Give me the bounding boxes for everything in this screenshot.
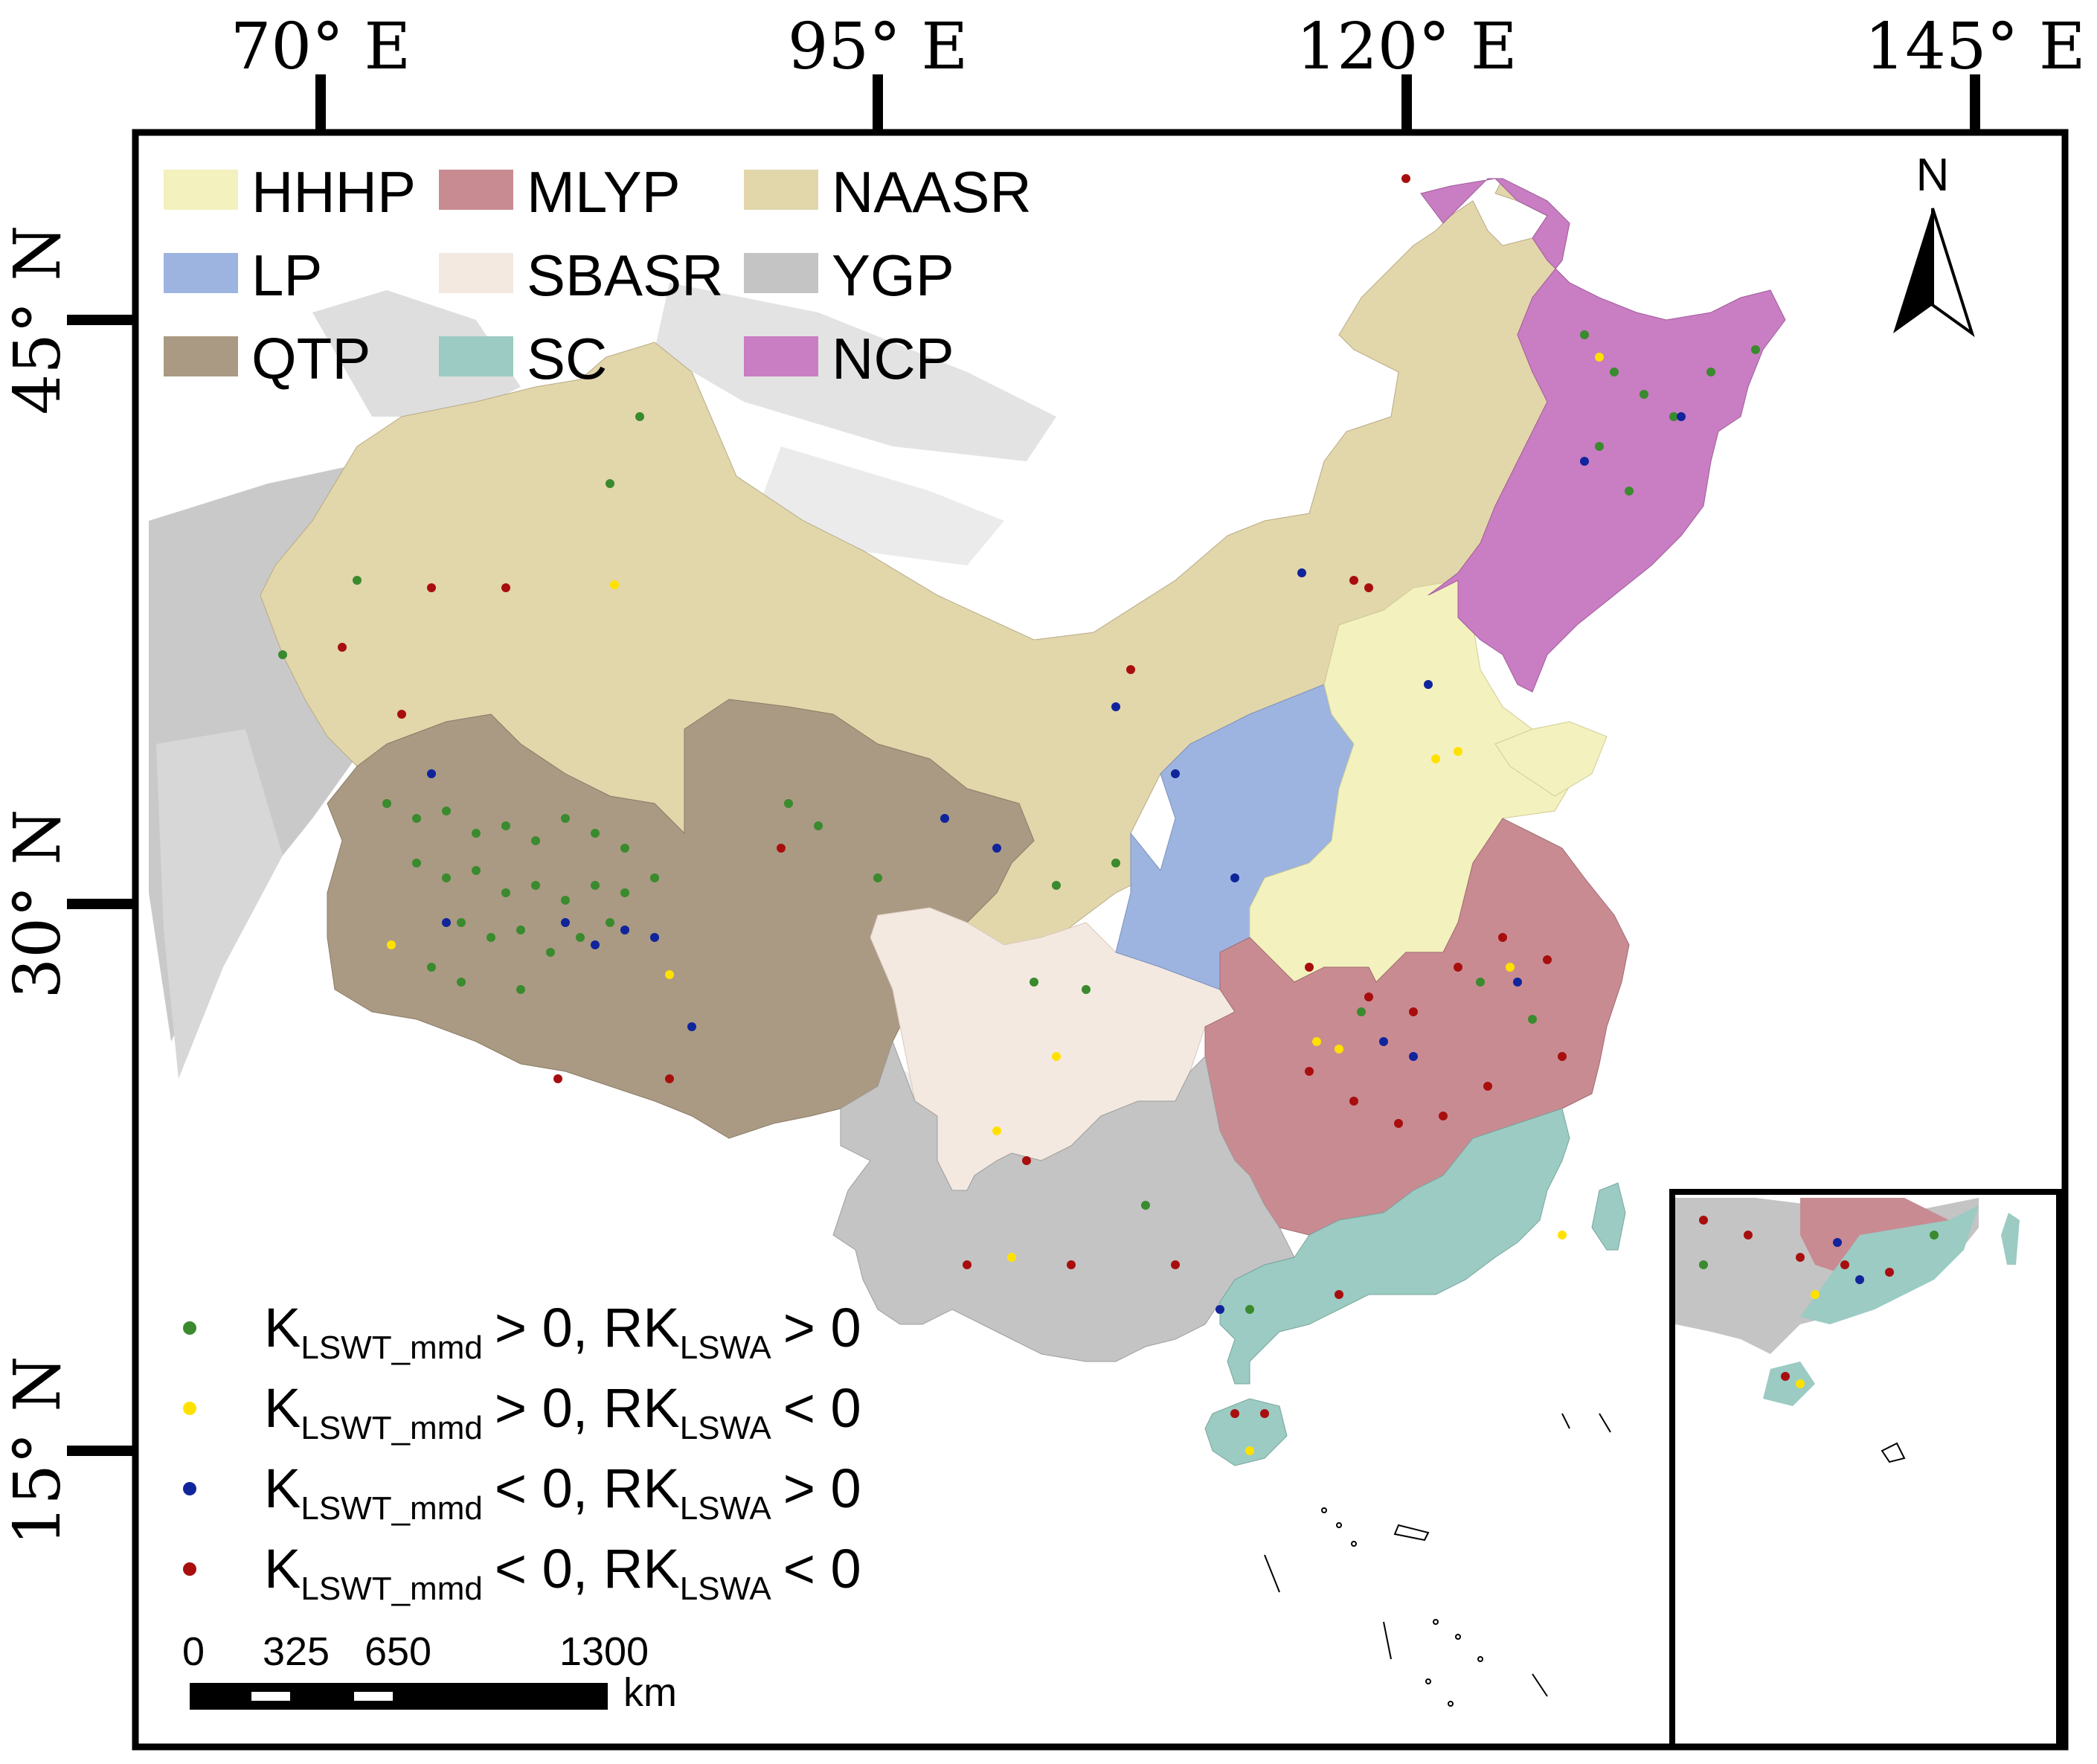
legend-item-qtp: QTP — [164, 326, 370, 391]
lon-label-120: 120° E — [1296, 10, 1517, 84]
scale-tick-325: 325 — [263, 1629, 330, 1674]
north-arrow-label: N — [1916, 150, 1950, 201]
point-legend-marker-green — [183, 1321, 196, 1335]
region-ygp — [832, 1040, 1295, 1362]
lon-label-70: 70° E — [231, 10, 411, 84]
legend-item-lp: LP — [164, 243, 322, 308]
point-legend-item-2: KLSWT_mmd > 0, RKLSWA < 0 — [183, 1377, 861, 1446]
north-arrow: N — [1893, 150, 1975, 338]
legend-swatch-lp — [164, 253, 238, 293]
legend-item-sc: SC — [439, 326, 607, 391]
legend-item-ncp: NCP — [744, 326, 954, 391]
region-sc-hainan — [1204, 1398, 1288, 1466]
scale-bar: 0 325 650 1300 km — [182, 1629, 677, 1715]
north-arrow-icon — [1893, 208, 1933, 333]
legend-swatch-naasr — [744, 170, 818, 210]
region-hhhp-peninsula — [1494, 721, 1608, 797]
region-ncp — [1420, 178, 1786, 693]
point-legend-label-4: KLSWT_mmd < 0, RKLSWA < 0 — [264, 1538, 861, 1607]
legend-label-qtp: QTP — [251, 326, 370, 391]
legend-swatch-ncp — [744, 336, 818, 376]
legend-label-ygp: YGP — [832, 243, 954, 308]
legend-item-hhhp: HHHP — [164, 159, 416, 225]
lon-label-95: 95° E — [788, 10, 969, 84]
lon-label-145: 145° E — [1864, 10, 2085, 84]
scale-tick-0: 0 — [182, 1629, 205, 1674]
axis-ticks — [67, 74, 1980, 1456]
lat-label-45: 45° N — [1, 225, 75, 414]
scale-tick-1300: 1300 — [559, 1629, 649, 1674]
region-legend: HHHP MLYP NAASR LP SBASR YGP QTP SC — [164, 159, 1032, 391]
legend-label-hhhp: HHHP — [251, 159, 416, 225]
point-legend-marker-red — [183, 1562, 196, 1576]
south-china-sea-islands — [1264, 1413, 1611, 1707]
legend-label-mlyp: MLYP — [527, 159, 681, 225]
legend-label-naasr: NAASR — [832, 159, 1032, 225]
legend-label-ncp: NCP — [832, 326, 954, 391]
legend-swatch-mlyp — [439, 170, 513, 210]
point-legend-item-1: KLSWT_mmd > 0, RKLSWA > 0 — [183, 1297, 861, 1366]
point-legend: KLSWT_mmd > 0, RKLSWA > 0 KLSWT_mmd > 0, RK… — [183, 1297, 861, 1607]
latitude-labels: 45° N 30° N 15° N — [1, 225, 75, 1545]
map-frame — [132, 129, 2069, 1751]
legend-swatch-sc — [439, 336, 513, 376]
legend-swatch-ygp — [744, 253, 818, 293]
legend-label-sc: SC — [527, 326, 607, 391]
point-legend-label-1: KLSWT_mmd > 0, RKLSWA > 0 — [264, 1297, 861, 1366]
legend-item-ygp: YGP — [744, 243, 954, 308]
point-legend-label-3: KLSWT_mmd < 0, RKLSWA > 0 — [264, 1457, 861, 1527]
lat-label-30: 30° N — [1, 809, 75, 998]
legend-item-naasr: NAASR — [744, 159, 1032, 225]
sample-points — [278, 174, 1760, 1455]
legend-label-sbasr: SBASR — [527, 243, 723, 308]
legend-swatch-sbasr — [439, 253, 513, 293]
point-legend-item-3: KLSWT_mmd < 0, RKLSWA > 0 — [183, 1457, 861, 1527]
scale-unit: km — [623, 1670, 677, 1715]
longitude-labels: 70° E 95° E 120° E 145° E — [231, 10, 2086, 84]
region-sc-taiwan — [1591, 1182, 1626, 1251]
lat-label-15: 15° N — [1, 1356, 75, 1545]
legend-item-sbasr: SBASR — [439, 243, 723, 308]
legend-swatch-hhhp — [164, 170, 238, 210]
scale-tick-650: 650 — [365, 1629, 431, 1674]
region-sc — [1219, 1108, 1570, 1385]
point-legend-item-4: KLSWT_mmd < 0, RKLSWA < 0 — [183, 1538, 861, 1607]
point-legend-marker-yellow — [183, 1402, 196, 1415]
legend-swatch-qtp — [164, 336, 238, 376]
legend-item-mlyp: MLYP — [439, 159, 681, 225]
point-legend-label-2: KLSWT_mmd > 0, RKLSWA < 0 — [264, 1377, 861, 1446]
legend-label-lp: LP — [251, 243, 322, 308]
inset-map — [1669, 1189, 2062, 1750]
point-legend-marker-blue — [183, 1482, 196, 1495]
